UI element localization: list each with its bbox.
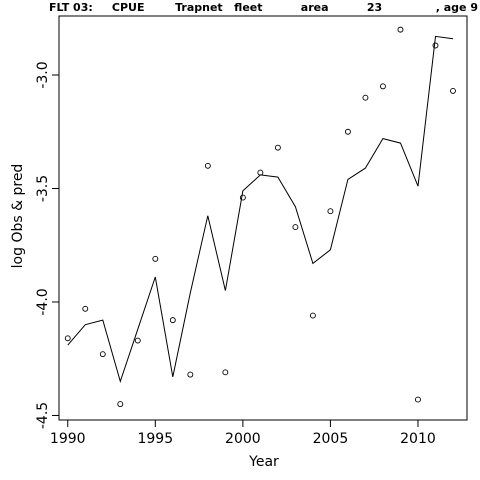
y-axis: -4.5 -4.0 -3.5 -3.0 — [35, 61, 59, 429]
y-tick-label: -4.0 — [35, 288, 51, 315]
observed-point — [239, 194, 246, 201]
x-axis: 1990 1995 2000 2005 2010 — [50, 420, 436, 447]
x-tick-label: 1990 — [50, 431, 86, 447]
observed-point — [450, 87, 456, 94]
observed-point — [327, 208, 334, 215]
observed-point — [134, 337, 141, 344]
x-axis-label: Year — [248, 454, 279, 470]
observed-point — [379, 83, 386, 90]
observed-point — [292, 224, 299, 231]
observed-point — [222, 369, 229, 376]
observed-point — [152, 255, 159, 262]
observed-point — [397, 26, 404, 33]
observed-point — [362, 94, 369, 101]
observed-point — [187, 371, 194, 378]
observed-point — [274, 144, 281, 151]
observed-point — [117, 401, 124, 408]
x-tick-label: 2005 — [313, 431, 349, 447]
observed-point — [169, 317, 176, 324]
observed-point — [99, 351, 106, 358]
series-line-group — [67, 35, 454, 384]
y-axis-label: log Obs & pred — [10, 164, 26, 269]
chart-title: FLT 03: CPUE Trapnet fleet area 23 , age… — [49, 1, 478, 14]
observed-point — [257, 169, 264, 176]
plot-frame — [58, 15, 468, 421]
x-tick-label: 2000 — [225, 431, 261, 447]
x-tick-label: 1995 — [137, 431, 173, 447]
observed-point — [204, 162, 211, 169]
observed-point — [64, 335, 71, 342]
y-tick-label: -3.5 — [35, 175, 51, 202]
y-tick-label: -3.0 — [35, 61, 51, 88]
predicted-line — [67, 35, 454, 384]
y-tick-label: -4.5 — [35, 402, 51, 429]
observed-point — [432, 42, 439, 49]
x-tick-label: 2010 — [400, 431, 436, 447]
observed-point — [309, 312, 316, 319]
observed-point — [415, 396, 421, 403]
observed-point — [82, 305, 89, 312]
observed-point — [344, 128, 351, 135]
series-points-group — [64, 26, 456, 408]
